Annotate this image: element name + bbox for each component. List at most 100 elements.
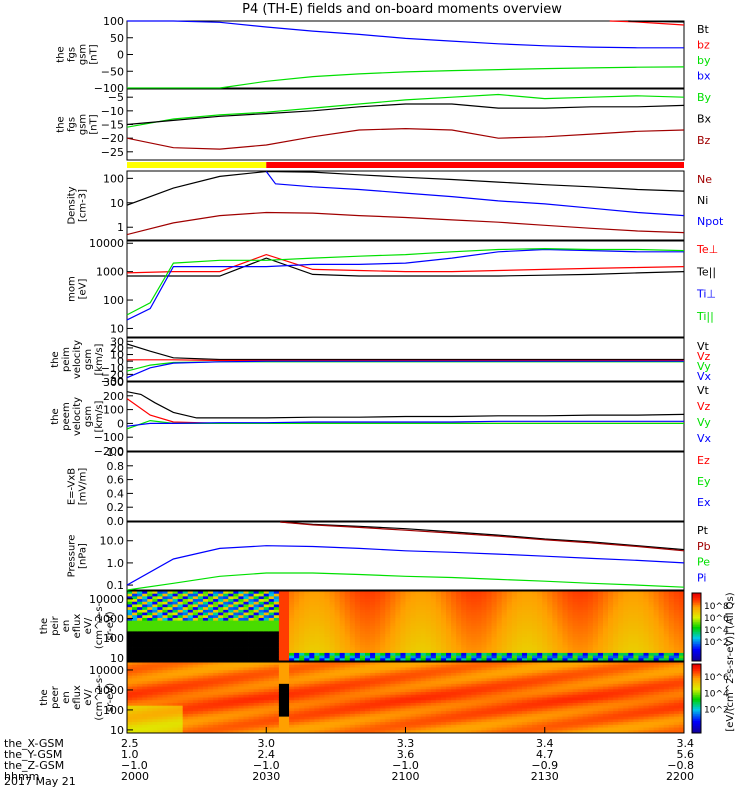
- panel-frame: [126, 521, 685, 591]
- y-axis-label: peer: [50, 685, 61, 709]
- series-line-3: [609, 20, 685, 26]
- y-axis-label: the: [39, 689, 50, 705]
- panel-1: 100 50 0 −50 −100 the fgs gsm [nT] Bt bz by bx: [56, 15, 711, 95]
- series-line-3: [126, 211, 685, 236]
- x-row-value: 3.6: [397, 748, 415, 761]
- y-axis-label: peem: [61, 402, 72, 430]
- series-line-3: [126, 361, 684, 372]
- y-tick-label: 0: [117, 49, 124, 62]
- y-axis-label: en: [61, 620, 72, 633]
- x-row-value: 3.4: [536, 737, 554, 750]
- y-axis-label: the: [56, 116, 67, 132]
- legend-entry: Vt: [697, 340, 710, 353]
- legend-entry: Bz: [697, 134, 711, 147]
- y-axis-label: peim: [61, 347, 72, 372]
- y-tick-label: −25: [101, 146, 124, 159]
- y-axis-label: eflux: [72, 614, 83, 639]
- x-row-value: 1.0: [121, 748, 139, 761]
- legend-entry: Pt: [697, 524, 709, 537]
- x-row-value: −0.8: [667, 759, 694, 772]
- y-axis-label: the: [39, 618, 50, 634]
- y-axis-label: velocity: [72, 340, 83, 379]
- colorbar-frame: [691, 592, 702, 662]
- y-tick-label: 100: [103, 404, 124, 417]
- y-tick-label: −50: [101, 65, 124, 78]
- panel-8: 10.0 1.0 0.1 Pressure [nPa] Pt Pb Pe Pi: [67, 521, 711, 592]
- series-line-1: [126, 253, 685, 274]
- y-tick-label: −30: [101, 375, 124, 388]
- y-axis-label: (cm^2-s-: [94, 602, 105, 649]
- y-axis-label: gsm: [78, 44, 89, 65]
- y-tick-label: 10: [110, 652, 124, 665]
- y-tick-label: 10: [110, 724, 124, 737]
- colorbar-tick-label: 10^4: [704, 626, 729, 636]
- colorbar-frame: [691, 663, 702, 734]
- y-tick-label: 50: [110, 32, 124, 45]
- legend-entry: Pb: [697, 540, 711, 553]
- x-row-value: 2030: [252, 770, 280, 783]
- legend-entry: By: [697, 91, 712, 104]
- mode-bar: [127, 162, 684, 168]
- y-axis-label: [mV/m]: [78, 468, 89, 506]
- y-axis-label: en: [61, 691, 72, 704]
- y-axis-label: the: [56, 46, 67, 62]
- colorbar-tick-label: 10^2: [704, 706, 729, 716]
- y-tick-label: 0.8: [107, 460, 125, 473]
- y-tick-label: 0.1: [107, 579, 125, 592]
- y-tick-label: −100: [94, 431, 124, 444]
- y-axis-label: [cm-3]: [78, 189, 89, 222]
- y-tick-label: 0.0: [107, 515, 125, 528]
- y-tick-label: 0.6: [107, 474, 125, 487]
- y-tick-label: 10000: [89, 237, 124, 250]
- y-tick-label: −15: [101, 119, 124, 132]
- mode-bar-segment: [266, 162, 684, 168]
- x-row-value: 3.3: [397, 737, 415, 750]
- y-tick-label: 1000: [96, 613, 124, 626]
- y-tick-label: −200: [94, 445, 124, 458]
- series-line-1: [126, 391, 685, 419]
- x-row-value: 2.4: [258, 748, 276, 761]
- y-tick-label: 1: [117, 221, 124, 234]
- y-axis-label: the: [50, 408, 61, 424]
- y-axis-label: Density: [67, 186, 78, 224]
- x-row-value: 2100: [392, 770, 420, 783]
- x-row-value: 5.6: [677, 748, 695, 761]
- y-tick-label: 10: [110, 322, 124, 335]
- y-tick-label: 300: [103, 376, 124, 389]
- series-line-4: [628, 20, 685, 23]
- y-axis-label: [nPa]: [78, 543, 89, 569]
- heatmap-cells: [127, 662, 685, 734]
- x-row-value: −1.0: [253, 759, 280, 772]
- legend-entry: Ez: [697, 454, 710, 467]
- y-axis-label: peir: [50, 615, 61, 635]
- series-line-2: [127, 66, 685, 89]
- x-row-value: 2130: [531, 770, 559, 783]
- series-line-2: [265, 171, 685, 217]
- y-tick-label: 1.0: [107, 557, 125, 570]
- legend-entry: Vz: [697, 350, 711, 363]
- series-line-3: [126, 248, 684, 321]
- series-line-2: [126, 103, 685, 126]
- y-axis-label: fgs: [67, 117, 78, 132]
- y-axis-label: Pressure: [67, 535, 78, 578]
- x-row-value: −1.0: [121, 759, 148, 772]
- y-tick-label: 0.2: [107, 501, 125, 514]
- y-tick-label: 10: [110, 197, 124, 210]
- y-tick-label: −20: [101, 132, 124, 145]
- x-row-value: 3.0: [258, 737, 276, 750]
- y-axis-label: sr-eV): [105, 611, 116, 640]
- colorbar-1: 10^8 10^6 10^4 10^2: [691, 592, 729, 662]
- legend-entry: Ni: [697, 194, 708, 207]
- series-line-4: [126, 420, 684, 427]
- legend-entry: Ti⊥: [696, 288, 716, 301]
- series-line-1: [126, 343, 684, 361]
- y-tick-label: 20: [110, 342, 124, 355]
- legend-entry: Pe: [697, 556, 710, 569]
- y-tick-label: 1000: [96, 266, 124, 279]
- x-axis-labels: the_X-GSM 2.5 3.0 3.3 3.4 3.4 the_Y-GSM 1.0 2.4 3…: [4, 727, 694, 783]
- y-tick-label: −5: [108, 91, 124, 104]
- series-line-4: [126, 247, 685, 316]
- y-axis-label: eV/: [83, 689, 94, 706]
- x-row-value: 2000: [121, 770, 149, 783]
